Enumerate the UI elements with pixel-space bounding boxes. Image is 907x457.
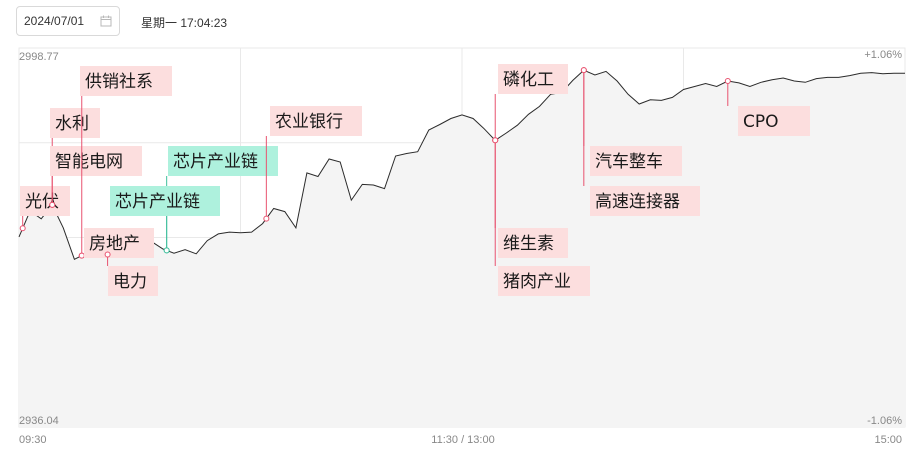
sector-tag-box[interactable] xyxy=(498,228,568,258)
x-tick-label: 11:30 / 13:00 xyxy=(431,434,494,446)
sector-tag-label: 芯片产业链 xyxy=(115,192,200,212)
weekday-time: 星期一 17:04:23 xyxy=(141,16,228,30)
sector-tag-label: 汽车整车 xyxy=(595,152,663,172)
sector-tag-box[interactable] xyxy=(590,146,682,176)
sector-tag-label: 高速连接器 xyxy=(595,192,680,212)
sector-tag-label: 智能电网 xyxy=(55,152,123,172)
tag-marker xyxy=(19,225,26,232)
sector-tag-label: 电力 xyxy=(113,272,147,292)
sector-tag-box[interactable] xyxy=(108,266,158,296)
date-picker[interactable]: 2024/07/01 xyxy=(16,6,120,36)
sector-tag-box[interactable] xyxy=(168,146,278,176)
pct-bottom-label: -1.06% xyxy=(867,415,902,427)
tag-marker xyxy=(263,215,270,222)
x-tick-label: 09:30 xyxy=(19,434,47,446)
tag-marker xyxy=(49,201,56,208)
sector-tag-box[interactable] xyxy=(590,186,700,216)
tag-marker xyxy=(724,78,731,85)
sector-tag-label: 维生素 xyxy=(503,234,554,254)
pct-top-label: +1.06% xyxy=(864,49,902,61)
tag-marker xyxy=(580,67,587,74)
sector-tag-box[interactable] xyxy=(110,186,220,216)
sector-tag-box[interactable] xyxy=(738,106,810,136)
sector-tag-label: CPO xyxy=(743,112,779,132)
tag-marker xyxy=(492,137,499,144)
price-area xyxy=(19,70,905,427)
sector-tag-label: 芯片产业链 xyxy=(173,152,258,172)
y-bottom-label: 2936.04 xyxy=(19,415,59,427)
date-value: 2024/07/01 xyxy=(24,14,85,28)
sector-tag-box[interactable] xyxy=(498,64,568,94)
sector-tag-box[interactable] xyxy=(80,66,172,96)
sector-tag-label: 供销社系 xyxy=(85,72,153,92)
sector-tag-box[interactable] xyxy=(270,106,362,136)
sector-tag-box[interactable] xyxy=(50,108,100,138)
calendar-icon[interactable] xyxy=(100,15,112,27)
sector-tag-label: 光伏 xyxy=(25,192,59,212)
sector-tag-label: 猪肉产业 xyxy=(503,272,571,292)
sector-tag-label: 房地产 xyxy=(89,234,140,254)
sector-tag-box[interactable] xyxy=(20,186,70,216)
tag-marker xyxy=(104,251,111,258)
sector-tag-box[interactable] xyxy=(84,228,154,258)
x-tick-label: 15:00 xyxy=(874,434,902,446)
sector-tag-box[interactable] xyxy=(50,146,142,176)
sector-tag-label: 磷化工 xyxy=(503,70,554,90)
sector-tag-box[interactable] xyxy=(498,266,590,296)
tag-marker xyxy=(78,252,85,259)
sector-tag-label: 水利 xyxy=(55,114,89,134)
y-top-label: 2998.77 xyxy=(19,51,59,63)
tag-marker xyxy=(163,247,170,254)
sector-tag-label: 农业银行 xyxy=(275,112,343,132)
